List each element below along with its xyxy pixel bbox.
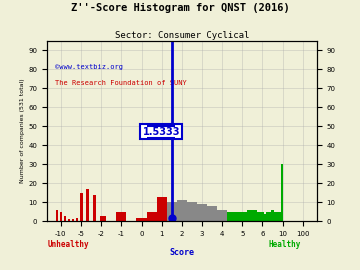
Bar (276, 212, 279, 221)
Bar (264, 214, 266, 221)
Bar (207, 206, 217, 221)
Text: 1.5333: 1.5333 (143, 127, 180, 137)
Bar (177, 200, 187, 221)
Bar (271, 210, 274, 221)
Bar (266, 212, 269, 221)
Bar (167, 202, 177, 221)
Bar (76, 218, 78, 221)
Text: Unhealthy: Unhealthy (48, 240, 89, 249)
Bar (237, 212, 247, 221)
Bar (157, 197, 167, 221)
Bar (281, 164, 283, 221)
Bar (187, 202, 197, 221)
Y-axis label: Number of companies (531 total): Number of companies (531 total) (20, 79, 25, 183)
Bar (279, 212, 281, 221)
Bar (72, 220, 74, 221)
Bar (227, 212, 237, 221)
Bar (99, 216, 106, 221)
X-axis label: Score: Score (169, 248, 194, 257)
Bar (147, 212, 157, 221)
Text: The Research Foundation of SUNY: The Research Foundation of SUNY (55, 80, 186, 86)
Bar (136, 218, 147, 221)
Bar (86, 189, 89, 221)
Bar (56, 210, 58, 221)
Bar (257, 212, 264, 221)
Bar (269, 212, 271, 221)
Text: Z''-Score Histogram for QNST (2016): Z''-Score Histogram for QNST (2016) (71, 3, 289, 13)
Bar (116, 212, 126, 221)
Bar (80, 193, 83, 221)
Bar (197, 204, 207, 221)
Bar (68, 220, 70, 221)
Bar (247, 210, 257, 221)
Text: ©www.textbiz.org: ©www.textbiz.org (55, 64, 123, 70)
Title: Sector: Consumer Cyclical: Sector: Consumer Cyclical (114, 32, 249, 40)
Bar (274, 212, 276, 221)
Bar (60, 212, 62, 221)
Bar (93, 195, 96, 221)
Bar (64, 216, 66, 221)
Bar (217, 210, 227, 221)
Text: Healthy: Healthy (268, 240, 301, 249)
